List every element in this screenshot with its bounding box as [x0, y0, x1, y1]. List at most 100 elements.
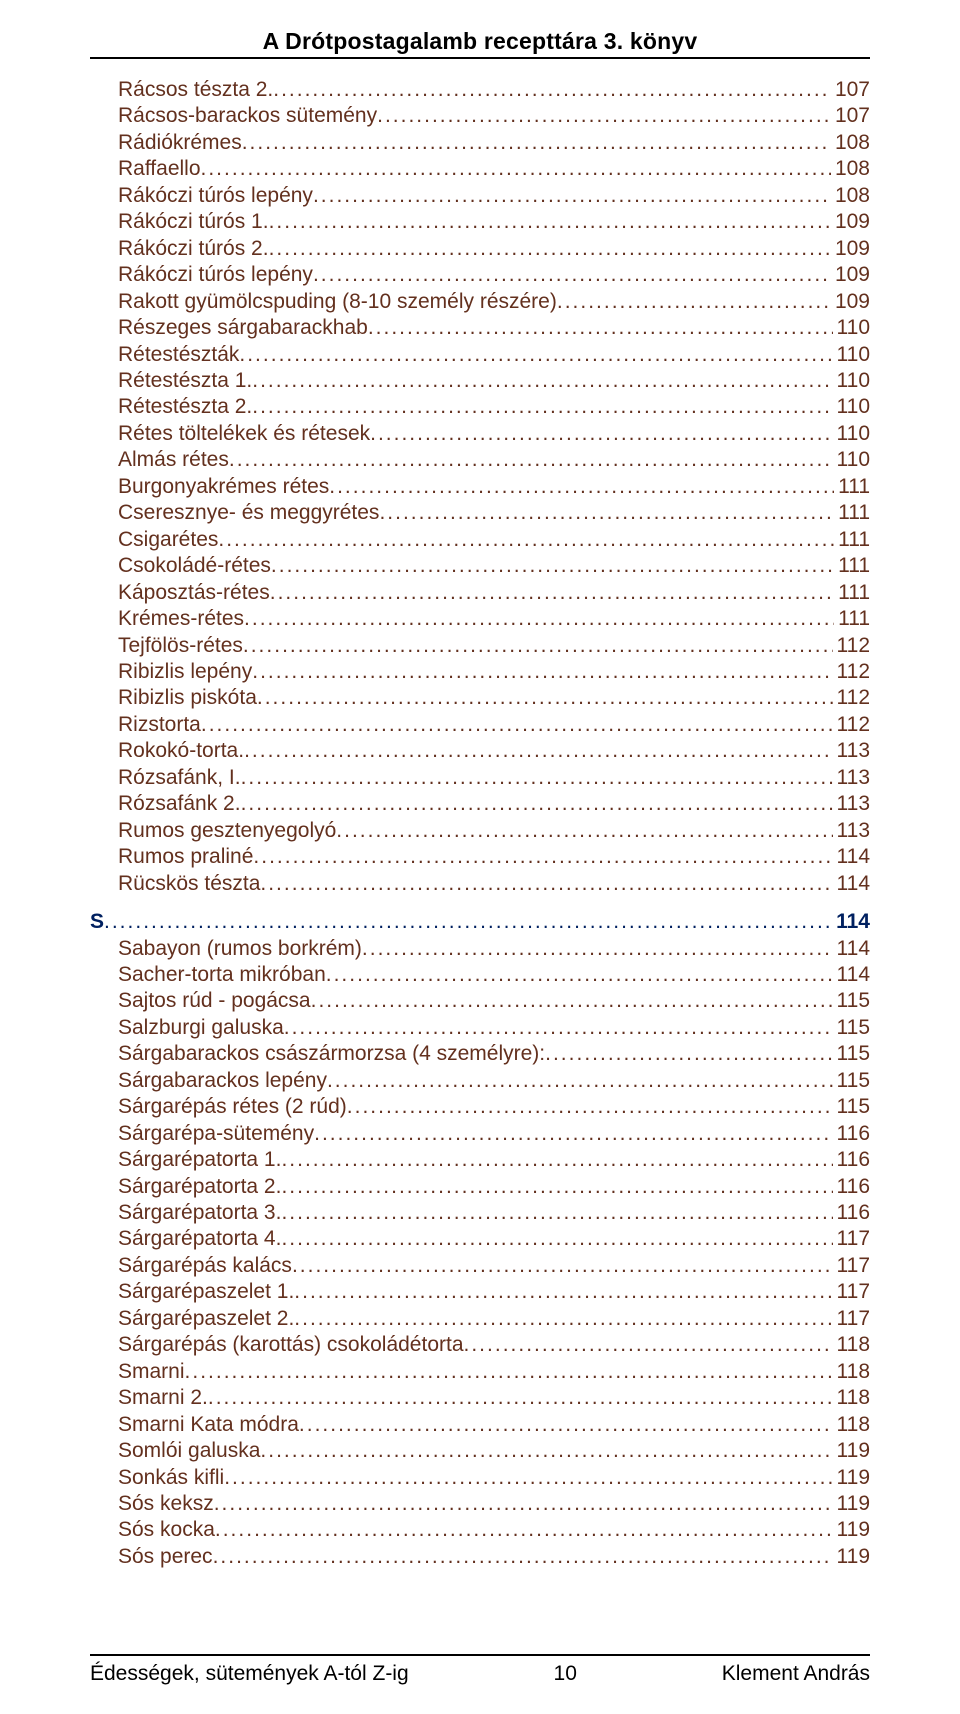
toc-entry: Rózsafánk, I. 113: [118, 765, 870, 791]
toc-entry: Sárgarépatorta 3. 116: [118, 1200, 870, 1226]
toc-entry-label: Rumos gesztenyegolyó: [118, 818, 336, 844]
toc-leader-dots: [299, 1412, 833, 1438]
toc-entry: Sárgarépaszelet 1. 117: [118, 1279, 870, 1305]
toc-entry-label: Sacher-torta mikróban: [118, 962, 326, 988]
toc-entry: Rizstorta 112: [118, 712, 870, 738]
toc-entry-label: Káposztás-rétes: [118, 580, 270, 606]
toc-entry: Ribizlis lepény 112: [118, 659, 870, 685]
toc-entry-label: Smarni 2.: [118, 1385, 208, 1411]
toc-leader-dots: [370, 421, 832, 447]
toc-entry: Smarni Kata módra 118: [118, 1412, 870, 1438]
toc-leader-dots: [260, 1438, 832, 1464]
toc-leader-dots: [464, 1332, 833, 1358]
toc-entry: Salzburgi galuska 115: [118, 1015, 870, 1041]
toc-section-heading: S 114: [90, 909, 870, 935]
toc-leader-dots: [281, 1200, 832, 1226]
toc-entry-label: Sárgarépaszelet 2.: [118, 1306, 294, 1332]
toc-entry-label: Sárgarépás (karottás) csokoládétorta: [118, 1332, 464, 1358]
toc-entry-page: 119: [833, 1517, 870, 1543]
toc-entry-page: 113: [833, 765, 870, 791]
book-title: A Drótpostagalamb recepttára 3. könyv: [90, 28, 870, 55]
toc-leader-dots: [270, 580, 834, 606]
toc-entry-label: Salzburgi galuska: [118, 1015, 284, 1041]
toc-leader-dots: [214, 1491, 833, 1517]
toc-leader-dots: [313, 262, 831, 288]
toc-leader-dots: [379, 500, 834, 526]
toc-entry-page: 116: [833, 1121, 870, 1147]
toc-entry: Rákóczi túrós 1. 109: [118, 209, 870, 235]
toc-leader-dots: [242, 130, 831, 156]
toc-entry-label: Rétestészta 1.: [118, 368, 252, 394]
toc-entry-label: Cseresznye- és meggyrétes: [118, 500, 379, 526]
toc-leader-dots: [239, 342, 832, 368]
toc-entry: Rumos praliné 114: [118, 844, 870, 870]
toc-leader-dots: [294, 1279, 832, 1305]
toc-entry-page: 112: [833, 633, 870, 659]
toc-leader-dots: [244, 606, 834, 632]
footer-left-text: Édességek, sütemények A-tól Z-ig: [90, 1662, 409, 1686]
toc-entry-label: Rokokó-torta.: [118, 738, 244, 764]
toc-leader-dots: [213, 1544, 833, 1570]
toc-leader-dots: [253, 844, 832, 870]
toc-entry-label: Rózsafánk, I.: [118, 765, 241, 791]
toc-entry-page: 108: [831, 183, 870, 209]
document-page: A Drótpostagalamb recepttára 3. könyv Rá…: [0, 0, 960, 1714]
toc-leader-dots: [201, 156, 831, 182]
toc-leader-dots: [368, 315, 833, 341]
toc-leader-dots: [252, 659, 832, 685]
toc-leader-dots: [269, 236, 831, 262]
toc-entry-page: 107: [831, 103, 870, 129]
toc-entry-label: Rumos praliné: [118, 844, 253, 870]
toc-entry-label: Sárgarépás rétes (2 rúd): [118, 1094, 347, 1120]
toc-entry-label: Raffaello: [118, 156, 201, 182]
toc-entry-page: 115: [833, 1041, 870, 1067]
toc-entry-page: 117: [833, 1226, 870, 1252]
toc-leader-dots: [557, 289, 831, 315]
toc-leader-dots: [215, 1517, 833, 1543]
toc-entry: Rétestészta 1. 110: [118, 368, 870, 394]
toc-entry-page: 109: [831, 236, 870, 262]
toc-entry-label: Rakott gyümölcspuding (8-10 személy rész…: [118, 289, 557, 315]
toc-entry-page: 114: [833, 936, 870, 962]
toc-entry-page: 110: [833, 421, 870, 447]
toc-entry: Sabayon (rumos borkrém) 114: [118, 936, 870, 962]
toc-entry: Káposztás-rétes 111: [118, 580, 870, 606]
toc-entry-label: Sárgarépatorta 1.: [118, 1147, 281, 1173]
toc-leader-dots: [327, 1068, 833, 1094]
toc-entry-label: Sós keksz: [118, 1491, 214, 1517]
toc-leader-dots: [271, 553, 834, 579]
toc-entry-label: Rácsos tészta 2.: [118, 77, 273, 103]
toc-entry: Sárgarépás kalács 117: [118, 1253, 870, 1279]
footer-author: Klement András: [722, 1662, 870, 1686]
toc-entry: Rücskös tészta 114: [118, 871, 870, 897]
toc-block-s: Sabayon (rumos borkrém) 114Sacher-torta …: [118, 936, 870, 1571]
toc-entry-label: Sonkás kifli: [118, 1465, 224, 1491]
toc-entry-page: 109: [831, 262, 870, 288]
toc-entry-label: Sárgabarackos lepény: [118, 1068, 327, 1094]
toc-entry-page: 118: [833, 1412, 870, 1438]
toc-leader-dots: [269, 209, 831, 235]
toc-entry-page: 113: [833, 738, 870, 764]
toc-leader-dots: [326, 962, 833, 988]
toc-entry: Rétestészta 2. 110: [118, 394, 870, 420]
toc-entry-label: Rizstorta: [118, 712, 201, 738]
toc-entry-label: Rétestészta 2.: [118, 394, 252, 420]
toc-leader-dots: [311, 988, 833, 1014]
toc-entry-page: 111: [834, 500, 870, 526]
toc-leader-dots: [185, 1359, 833, 1385]
toc-leader-dots: [208, 1385, 833, 1411]
toc-entry: Smarni 2. 118: [118, 1385, 870, 1411]
toc-entry: Sárgarépaszelet 2. 117: [118, 1306, 870, 1332]
toc-entry-label: Rádiókrémes: [118, 130, 242, 156]
toc-entry: Sárgarépás rétes (2 rúd) 115: [118, 1094, 870, 1120]
toc-leader-dots: [377, 103, 831, 129]
toc-leader-dots: [281, 1226, 832, 1252]
toc-entry-page: 115: [833, 1068, 870, 1094]
toc-entry-page: 117: [833, 1279, 870, 1305]
toc-leader-dots: [243, 633, 833, 659]
toc-entry-page: 115: [833, 988, 870, 1014]
toc-entry: Rumos gesztenyegolyó 113: [118, 818, 870, 844]
toc-entry-page: 118: [833, 1385, 870, 1411]
toc-entry: Ribizlis piskóta 112: [118, 685, 870, 711]
toc-entry-label: Somlói galuska: [118, 1438, 260, 1464]
